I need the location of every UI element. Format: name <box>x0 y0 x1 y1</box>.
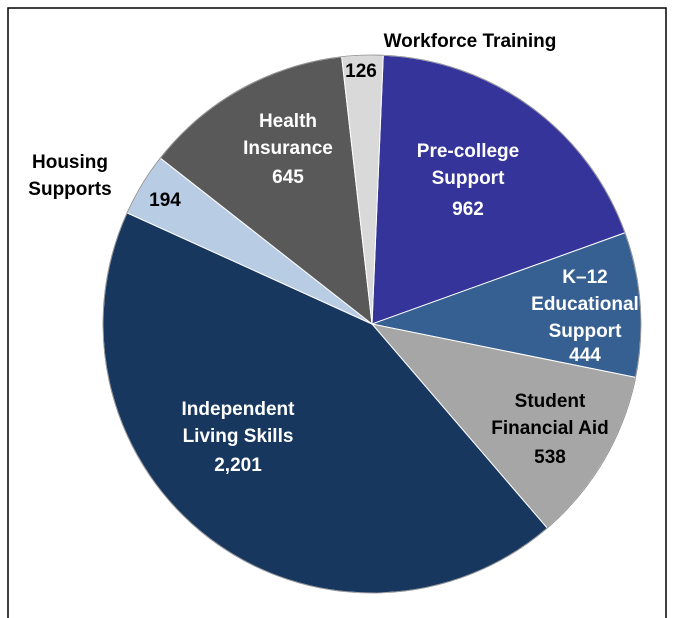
slice-value: 645 <box>272 167 304 188</box>
slice-value: 126 <box>345 61 377 82</box>
slice-name: K–12 Educational Support <box>531 267 639 342</box>
slice-value: 194 <box>149 190 181 211</box>
slice-name: Housing Supports <box>28 152 112 200</box>
slice-name: Pre-college Support <box>416 141 520 189</box>
slice-value: 538 <box>534 447 566 468</box>
slice-value: 962 <box>452 199 484 220</box>
slice-value: 444 <box>569 345 601 366</box>
slice-name: Health Insurance <box>243 111 333 159</box>
frame <box>7 7 667 618</box>
slice-name: Student Financial Aid <box>491 391 609 439</box>
slice-name: Workforce Training <box>383 31 557 52</box>
slice-value: 2,201 <box>214 455 262 476</box>
slice-name: Independent Living Skills <box>181 399 295 447</box>
pie-outline <box>102 54 642 594</box>
